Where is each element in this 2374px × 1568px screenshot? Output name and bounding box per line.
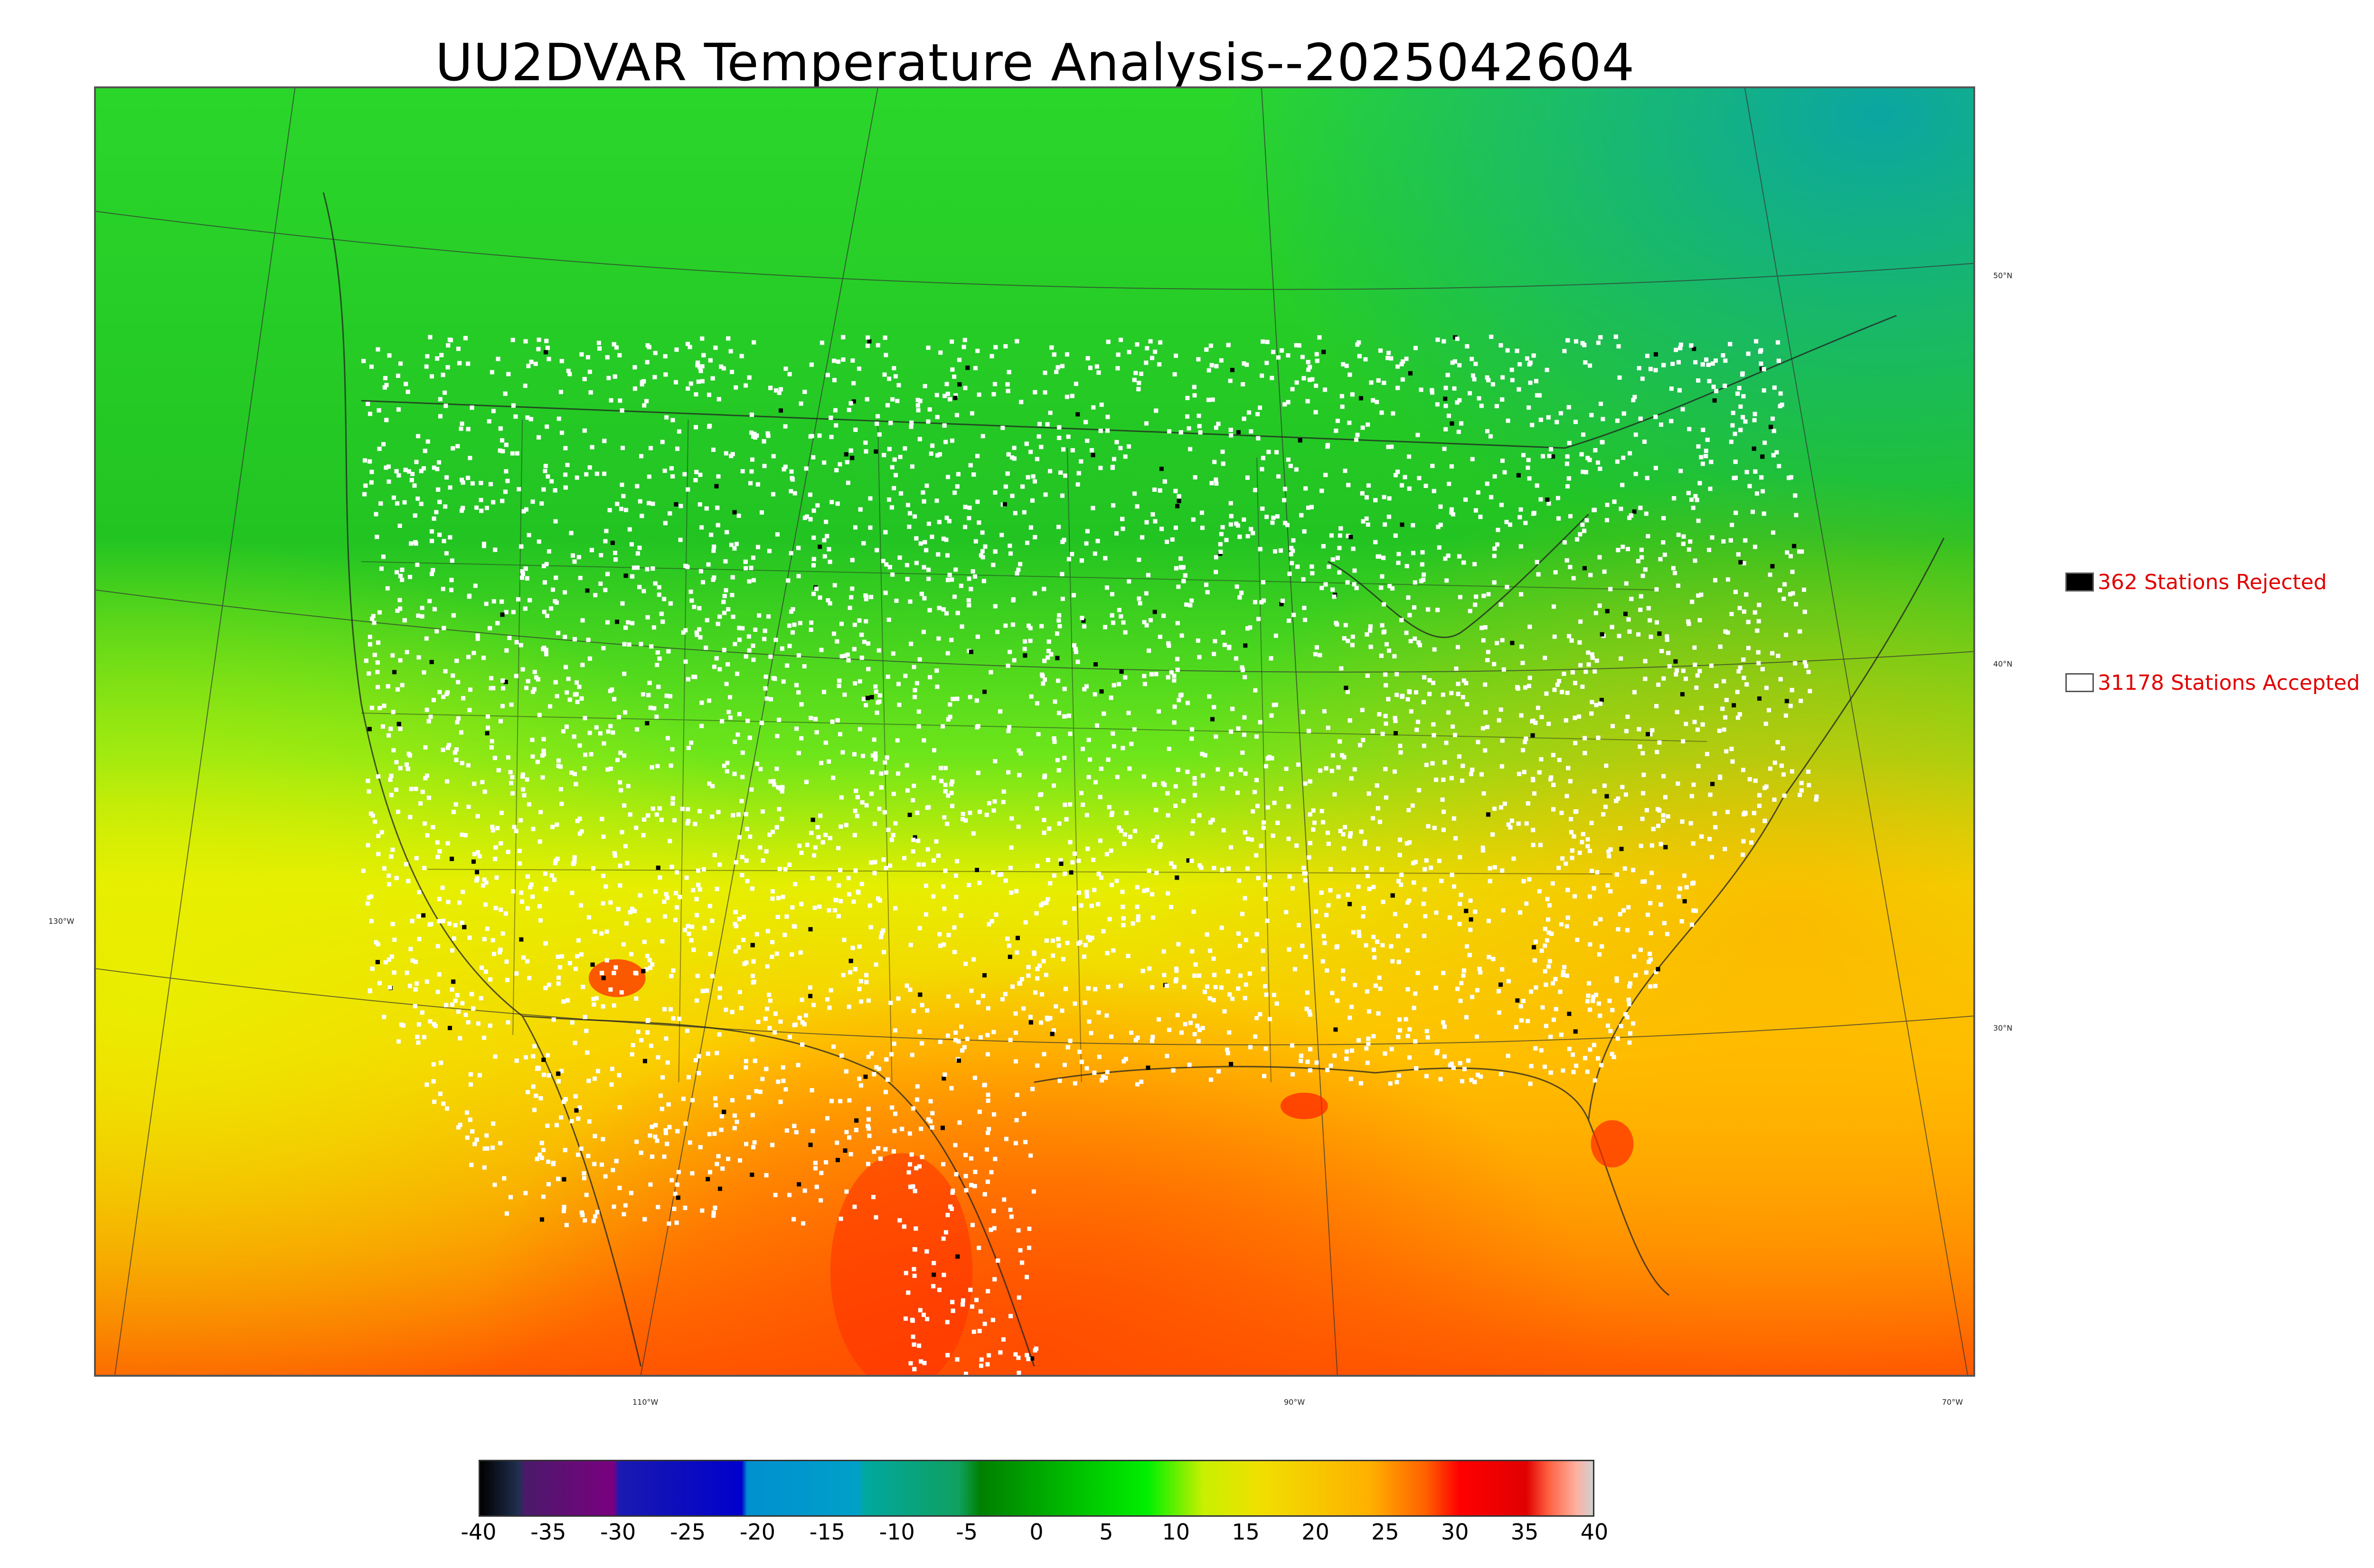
colorbar-tick-label: 40: [1580, 1519, 1609, 1545]
map-title: UU2DVAR Temperature Analysis--2025042604: [435, 33, 1635, 93]
temperature-field: [96, 88, 1973, 1375]
colorbar-tick-label: 0: [1029, 1519, 1044, 1545]
lon-label-110w: 110°W: [632, 1398, 659, 1407]
colorbar-tick-label: -10: [879, 1519, 915, 1545]
colorbar-tick-label: 35: [1510, 1519, 1539, 1545]
lat-label-50n: 50°N: [1993, 271, 2013, 280]
colorbar-tick-label: 25: [1371, 1519, 1399, 1545]
colorbar-tick-label: -20: [739, 1519, 776, 1545]
lat-label-30n: 30°N: [1993, 1023, 2013, 1033]
temperature-map[interactable]: 50°N 40°N 30°N 130°W 110°W 90°W 70°W: [48, 86, 2012, 1407]
colorbar-tick-label: -5: [956, 1519, 978, 1545]
lon-label-130w: 130°W: [48, 917, 75, 926]
legend-rejected: 362 Stations Rejected: [2065, 568, 2327, 596]
colorbar-tick-label: 15: [1232, 1519, 1260, 1545]
colorbar-tick-label: -35: [530, 1519, 566, 1545]
colorbar-tick-label: 5: [1099, 1519, 1113, 1545]
lon-label-70w: 70°W: [1942, 1398, 1963, 1407]
lat-label-40n: 40°N: [1993, 659, 2013, 668]
legend-accepted: 31178 Stations Accepted: [2065, 668, 2360, 697]
colorbar-tick-label: 20: [1301, 1519, 1329, 1545]
temperature-colorbar: [479, 1460, 1594, 1517]
colorbar-tick-label: 30: [1441, 1519, 1469, 1545]
colorbar-tick-label: -30: [600, 1519, 636, 1545]
lon-label-90w: 90°W: [1284, 1398, 1305, 1407]
colorbar-tick-label: -40: [461, 1519, 497, 1545]
station-markers: [361, 334, 1819, 1375]
colorbar-tick-label: -15: [809, 1519, 845, 1545]
rejected-label: 362 Stations Rejected: [2098, 570, 2327, 594]
accepted-label: 31178 Stations Accepted: [2098, 670, 2360, 695]
colorbar-tick-label: 10: [1162, 1519, 1190, 1545]
colorbar-tick-label: -25: [670, 1519, 706, 1545]
rejected-swatch: [2065, 573, 2094, 592]
accepted-swatch: [2065, 673, 2094, 692]
